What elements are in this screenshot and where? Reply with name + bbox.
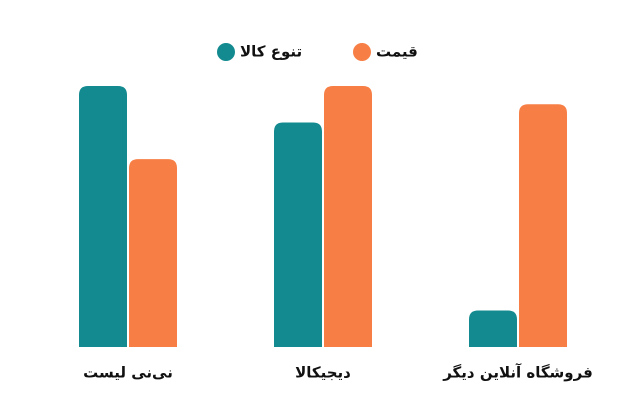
legend-marker <box>353 43 371 61</box>
x-tick-label: دیجیکالا <box>295 364 351 382</box>
x-tick-label: فروشگاه آنلاین دیگر <box>442 364 593 382</box>
legend-marker <box>217 43 235 61</box>
x-tick-label: نی‌نی لیست <box>83 364 173 382</box>
bar <box>519 104 567 348</box>
bar <box>469 310 517 347</box>
bar <box>129 159 177 347</box>
bar <box>324 86 372 347</box>
legend-label: قیمت <box>376 43 418 61</box>
bar <box>79 86 127 347</box>
legend-label: تنوع کالا <box>240 43 302 61</box>
bar <box>274 122 322 347</box>
